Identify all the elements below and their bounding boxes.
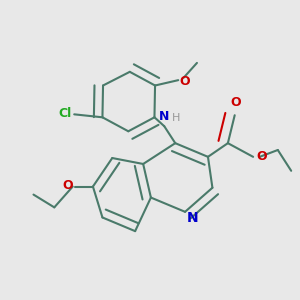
Text: O: O — [230, 96, 241, 109]
Text: N: N — [159, 110, 169, 123]
Text: O: O — [256, 150, 267, 163]
Text: O: O — [62, 179, 73, 193]
Text: O: O — [179, 74, 190, 88]
Text: H: H — [172, 113, 180, 123]
Text: Cl: Cl — [58, 107, 72, 120]
Text: N: N — [187, 212, 198, 225]
